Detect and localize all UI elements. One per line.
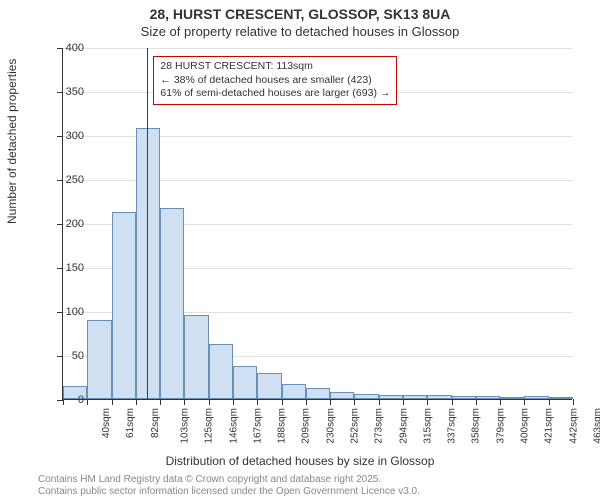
- y-tick-label: 0: [78, 394, 84, 406]
- x-tick: [354, 399, 355, 405]
- x-tick-label: 400sqm: [520, 408, 531, 444]
- x-tick-label: 188sqm: [277, 408, 288, 444]
- reference-line: [147, 48, 148, 399]
- histogram-bar: [354, 394, 378, 399]
- x-tick-label: 252sqm: [350, 408, 361, 444]
- histogram-bar: [160, 208, 184, 399]
- histogram-bar: [549, 397, 573, 399]
- plot-area: 28 HURST CRESCENT: 113sqm← 38% of detach…: [62, 48, 572, 400]
- annotation-line: 61% of semi-detached houses are larger (…: [160, 87, 390, 101]
- x-tick: [476, 399, 477, 405]
- x-tick-label: 103sqm: [180, 408, 191, 444]
- histogram-bar: [306, 388, 330, 399]
- chart-title-block: 28, HURST CRESCENT, GLOSSOP, SK13 8UA Si…: [0, 6, 600, 39]
- x-tick: [209, 399, 210, 405]
- x-tick-label: 337sqm: [447, 408, 458, 444]
- histogram-bar: [87, 320, 111, 399]
- y-tick-label: 50: [72, 350, 84, 362]
- x-tick: [184, 399, 185, 405]
- y-tick-label: 100: [66, 306, 84, 318]
- y-tick-label: 350: [66, 86, 84, 98]
- histogram-bar: [184, 315, 208, 399]
- y-tick: [57, 48, 63, 49]
- footer-line: Contains public sector information licen…: [38, 486, 420, 498]
- x-tick-label: 40sqm: [101, 408, 112, 438]
- x-tick-label: 421sqm: [544, 408, 555, 444]
- y-tick: [57, 92, 63, 93]
- x-tick: [524, 399, 525, 405]
- x-tick-label: 379sqm: [495, 408, 506, 444]
- histogram-bar: [330, 392, 354, 399]
- y-tick: [57, 180, 63, 181]
- x-tick: [257, 399, 258, 405]
- y-tick-label: 400: [66, 42, 84, 54]
- x-tick: [330, 399, 331, 405]
- histogram-bar: [524, 396, 548, 399]
- chart-title: 28, HURST CRESCENT, GLOSSOP, SK13 8UA: [0, 6, 600, 22]
- histogram-bar: [403, 395, 427, 399]
- y-tick: [57, 224, 63, 225]
- y-tick: [57, 356, 63, 357]
- histogram-bar: [452, 396, 476, 399]
- x-tick-label: 230sqm: [325, 408, 336, 444]
- chart-subtitle: Size of property relative to detached ho…: [0, 24, 600, 39]
- y-tick-label: 200: [66, 218, 84, 230]
- y-tick-label: 150: [66, 262, 84, 274]
- footer-line: Contains HM Land Registry data © Crown c…: [38, 474, 420, 486]
- histogram-bar: [257, 373, 281, 399]
- histogram-bar: [112, 212, 136, 399]
- x-tick: [112, 399, 113, 405]
- x-tick: [379, 399, 380, 405]
- x-tick-label: 82sqm: [150, 408, 161, 438]
- x-tick-label: 442sqm: [568, 408, 579, 444]
- histogram-bar: [209, 344, 233, 399]
- x-tick-label: 463sqm: [592, 408, 600, 444]
- x-tick-label: 315sqm: [422, 408, 433, 444]
- y-tick-label: 250: [66, 174, 84, 186]
- histogram-bar: [500, 397, 524, 399]
- gridline: [63, 48, 572, 49]
- histogram-bar: [427, 395, 451, 399]
- x-tick: [63, 399, 64, 405]
- x-tick-label: 273sqm: [374, 408, 385, 444]
- x-tick-label: 61sqm: [125, 408, 136, 438]
- histogram-bar: [379, 395, 403, 399]
- x-tick: [306, 399, 307, 405]
- x-tick: [136, 399, 137, 405]
- y-axis-title: Number of detached properties: [5, 59, 19, 224]
- x-tick: [573, 399, 574, 405]
- y-tick-label: 300: [66, 130, 84, 142]
- annotation-line: 28 HURST CRESCENT: 113sqm: [160, 60, 390, 74]
- y-tick: [57, 136, 63, 137]
- y-tick: [57, 312, 63, 313]
- histogram-bar: [233, 366, 257, 399]
- histogram-bar: [476, 396, 500, 399]
- histogram-bar: [282, 384, 306, 399]
- x-tick-label: 294sqm: [398, 408, 409, 444]
- x-axis-title: Distribution of detached houses by size …: [0, 454, 600, 468]
- annotation-box: 28 HURST CRESCENT: 113sqm← 38% of detach…: [153, 56, 397, 105]
- y-tick: [57, 268, 63, 269]
- x-tick: [282, 399, 283, 405]
- x-tick-label: 146sqm: [228, 408, 239, 444]
- x-tick: [160, 399, 161, 405]
- x-tick: [427, 399, 428, 405]
- chart-footer: Contains HM Land Registry data © Crown c…: [38, 474, 420, 498]
- x-tick-label: 209sqm: [301, 408, 312, 444]
- annotation-line: ← 38% of detached houses are smaller (42…: [160, 74, 390, 88]
- x-tick-label: 125sqm: [204, 408, 215, 444]
- x-tick: [500, 399, 501, 405]
- x-tick: [403, 399, 404, 405]
- x-tick-label: 358sqm: [471, 408, 482, 444]
- x-tick: [233, 399, 234, 405]
- x-tick-label: 167sqm: [252, 408, 263, 444]
- x-tick: [549, 399, 550, 405]
- x-tick: [452, 399, 453, 405]
- x-tick: [87, 399, 88, 405]
